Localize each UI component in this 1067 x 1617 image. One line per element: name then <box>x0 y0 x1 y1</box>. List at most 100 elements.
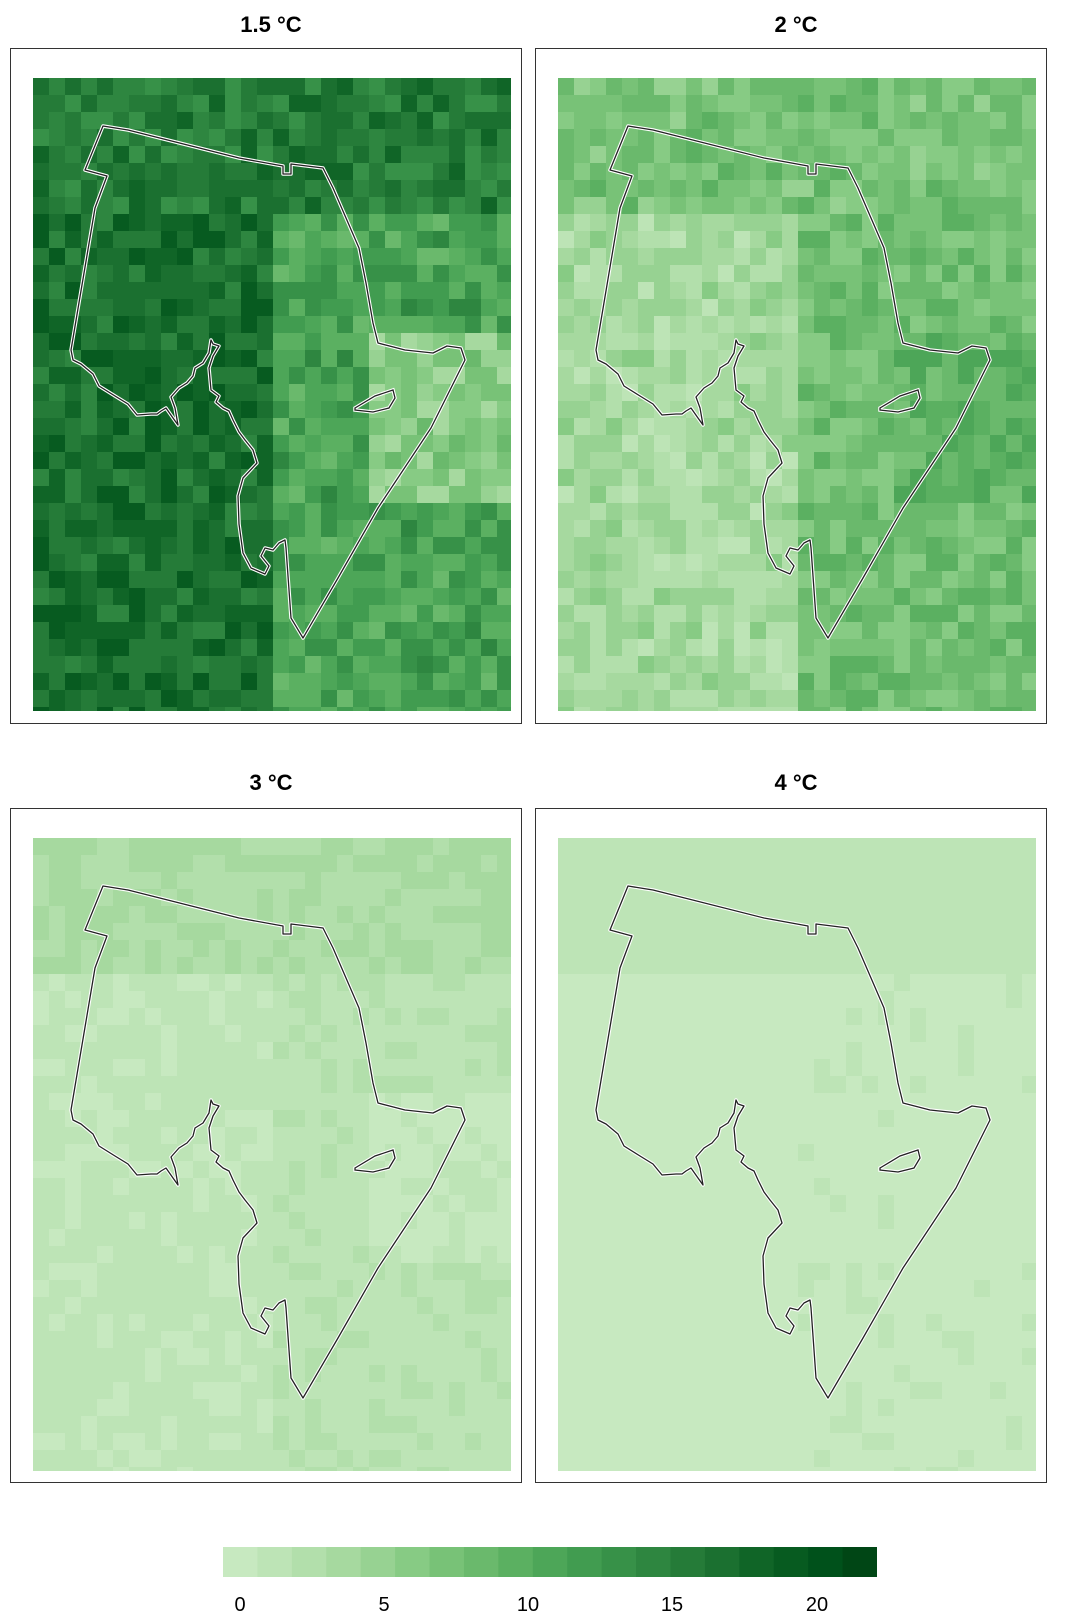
raster-cell <box>465 1382 482 1400</box>
raster-cell <box>225 889 242 907</box>
raster-cell <box>702 78 719 96</box>
raster-cell <box>894 1467 911 1471</box>
raster-cell <box>481 452 498 470</box>
raster-cell <box>974 520 991 538</box>
raster-cell <box>718 112 735 130</box>
raster-cell <box>449 1144 466 1162</box>
raster-cell <box>558 1399 575 1417</box>
raster-cell <box>193 1297 210 1315</box>
raster-cell <box>782 1365 799 1383</box>
raster-cell <box>385 1433 402 1451</box>
raster-cell <box>321 1025 338 1043</box>
raster-cell <box>353 940 370 958</box>
raster-cell <box>369 1042 386 1060</box>
raster-cell <box>1006 129 1023 147</box>
raster-cell <box>558 1212 575 1230</box>
raster-cell <box>369 1399 386 1417</box>
raster-cell <box>97 248 114 266</box>
legend-swatch <box>429 1547 465 1577</box>
raster-cell <box>145 1280 162 1298</box>
raster-cell <box>433 486 450 504</box>
raster-cell <box>129 838 146 856</box>
raster-cell <box>702 197 719 215</box>
raster-cell <box>590 838 607 856</box>
raster-cell <box>814 214 831 232</box>
raster-cell <box>401 957 418 975</box>
raster-cell <box>385 299 402 317</box>
raster-cell <box>718 690 735 708</box>
raster-cell <box>145 197 162 215</box>
raster-cell <box>718 923 735 941</box>
raster-cell <box>481 1059 498 1077</box>
raster-cell <box>798 991 815 1009</box>
raster-cell <box>289 435 306 453</box>
raster-cell <box>558 622 575 640</box>
raster-cell <box>417 1008 434 1026</box>
raster-cell <box>862 78 879 96</box>
raster-cell <box>990 503 1007 521</box>
raster-cell <box>257 78 274 96</box>
raster-cell <box>974 1450 991 1468</box>
raster-cell <box>33 1297 50 1315</box>
raster-cell <box>670 923 687 941</box>
raster-cell <box>209 1450 226 1468</box>
raster-cell <box>177 401 194 419</box>
raster-cell <box>497 367 511 385</box>
raster-cell <box>113 639 130 657</box>
raster-cell <box>177 1382 194 1400</box>
raster-cell <box>225 180 242 198</box>
raster-cell <box>702 486 719 504</box>
raster-cell <box>81 639 98 657</box>
raster-cell <box>401 974 418 992</box>
raster-cell <box>433 639 450 657</box>
raster-cell <box>321 1093 338 1111</box>
raster-cell <box>209 690 226 708</box>
raster-cell <box>702 112 719 130</box>
raster-cell <box>417 95 434 113</box>
raster-cell <box>1022 1314 1036 1332</box>
raster-cell <box>129 248 146 266</box>
raster-cell <box>798 974 815 992</box>
raster-cell <box>670 906 687 924</box>
raster-cell <box>225 1059 242 1077</box>
raster-cell <box>718 1161 735 1179</box>
raster-cell <box>654 78 671 96</box>
raster-cell <box>81 1229 98 1247</box>
raster-cell <box>33 1110 50 1128</box>
raster-cell <box>894 180 911 198</box>
raster-cell <box>574 622 591 640</box>
raster-cell <box>974 282 991 300</box>
raster-cell <box>814 1161 831 1179</box>
raster-cell <box>129 282 146 300</box>
raster-cell <box>558 1127 575 1145</box>
raster-cell <box>497 1297 511 1315</box>
raster-cell <box>65 991 82 1009</box>
raster-cell <box>449 163 466 181</box>
raster-cell <box>209 435 226 453</box>
raster-cell <box>926 1433 943 1451</box>
raster-cell <box>417 1433 434 1451</box>
raster-cell <box>926 1382 943 1400</box>
raster-cell <box>606 1450 623 1468</box>
raster-cell <box>830 418 847 436</box>
raster-cell <box>113 469 130 487</box>
raster-cell <box>814 605 831 623</box>
raster-cell <box>401 1195 418 1213</box>
raster-cell <box>574 707 591 711</box>
raster-cell <box>321 214 338 232</box>
raster-cell <box>97 282 114 300</box>
raster-cell <box>718 452 735 470</box>
raster-cell <box>385 180 402 198</box>
raster-cell <box>161 265 178 283</box>
raster-cell <box>782 112 799 130</box>
raster-cell <box>465 1450 482 1468</box>
raster-cell <box>193 707 210 711</box>
raster-cell <box>449 554 466 572</box>
raster-cell <box>449 299 466 317</box>
raster-cell <box>878 180 895 198</box>
raster-cell <box>401 214 418 232</box>
raster-cell <box>718 957 735 975</box>
raster-cell <box>558 537 575 555</box>
raster-cell <box>670 1110 687 1128</box>
raster-cell <box>638 350 655 368</box>
